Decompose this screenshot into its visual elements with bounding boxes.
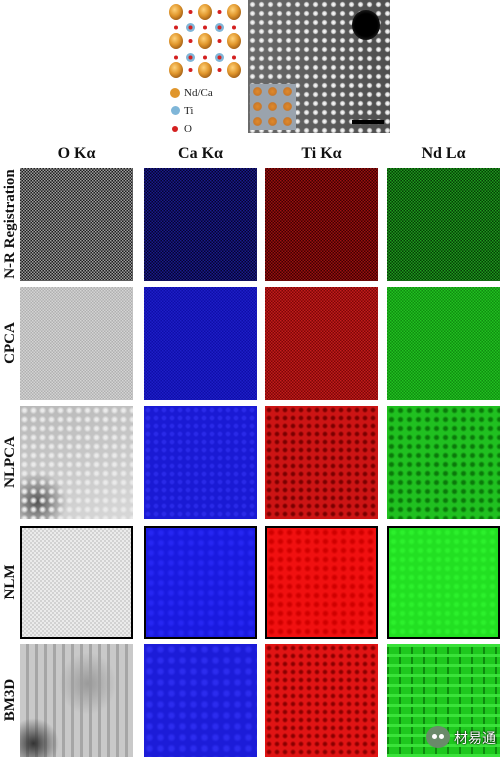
atom-o [174,25,178,30]
watermark-text: 材易通 [454,731,496,747]
atom-nd-ca [227,62,241,78]
legend-label: Ti [184,105,194,117]
legend-swatch-ti [171,106,180,115]
map-cpca-ti [265,287,378,400]
atom-o [217,68,222,72]
map-bm3d-ca [144,644,257,757]
legend-label: O [184,123,192,135]
column-label-nd: Nd Lα [421,145,466,162]
column-label-ca: Ca Kα [178,145,223,162]
atom-o [188,55,193,60]
column-label-o: O Kα [57,145,96,162]
atom-nd-ca [227,33,241,49]
map-nlm-o [20,526,133,639]
map-bm3d-ti [265,644,378,757]
atom-o [217,10,222,14]
atom-o [188,68,193,72]
crystal-structure-model [169,4,241,78]
row-label-bm3d: BM3D [2,678,18,722]
legend-swatch-nd-ca [170,88,180,98]
atom-o [188,25,193,30]
map-nr-registration-o [20,168,133,281]
atom-o [203,55,207,60]
column-label-ti: Ti Kα [301,145,342,162]
atom-o [217,25,222,30]
atom-nd-ca [198,33,212,49]
map-nlpca-ti [265,406,378,519]
row-label-cpca: CPCA [2,322,18,364]
row-label-nr-registration: N-R Registration [2,169,18,279]
map-nr-registration-nd [387,168,500,281]
atom-o [217,39,222,43]
row-label-nlpca: NLPCA [2,436,18,488]
map-nlpca-ca [144,406,257,519]
map-nlpca-o [20,406,133,519]
stem-inset-overlay [250,84,296,130]
scale-bar [352,120,384,124]
map-nlm-nd [387,526,500,639]
stem-micrograph [248,0,390,133]
atom-o [188,10,193,14]
map-cpca-ca [144,287,257,400]
atom-o [174,55,178,60]
map-nlm-ca [144,526,257,639]
wechat-icon [426,726,450,748]
map-bm3d-o [20,644,133,757]
atom-nd-ca [227,4,241,20]
atom-nd-ca [169,33,183,49]
atom-o [232,25,236,30]
map-nr-registration-ca [144,168,257,281]
legend-swatch-o [172,126,178,132]
atom-o [203,25,207,30]
map-cpca-nd [387,287,500,400]
atom-o [232,55,236,60]
map-nr-registration-ti [265,168,378,281]
stem-dark-particle [352,10,380,40]
atom-nd-ca [198,62,212,78]
map-nlm-ti [265,526,378,639]
atom-nd-ca [169,4,183,20]
legend-label: Nd/Ca [184,87,213,99]
atom-nd-ca [198,4,212,20]
map-cpca-o [20,287,133,400]
atom-o [217,55,222,60]
atom-o [188,39,193,43]
map-nlpca-nd [387,406,500,519]
atom-nd-ca [169,62,183,78]
watermark: 材易通 [426,724,502,752]
row-label-nlm: NLM [2,564,18,600]
